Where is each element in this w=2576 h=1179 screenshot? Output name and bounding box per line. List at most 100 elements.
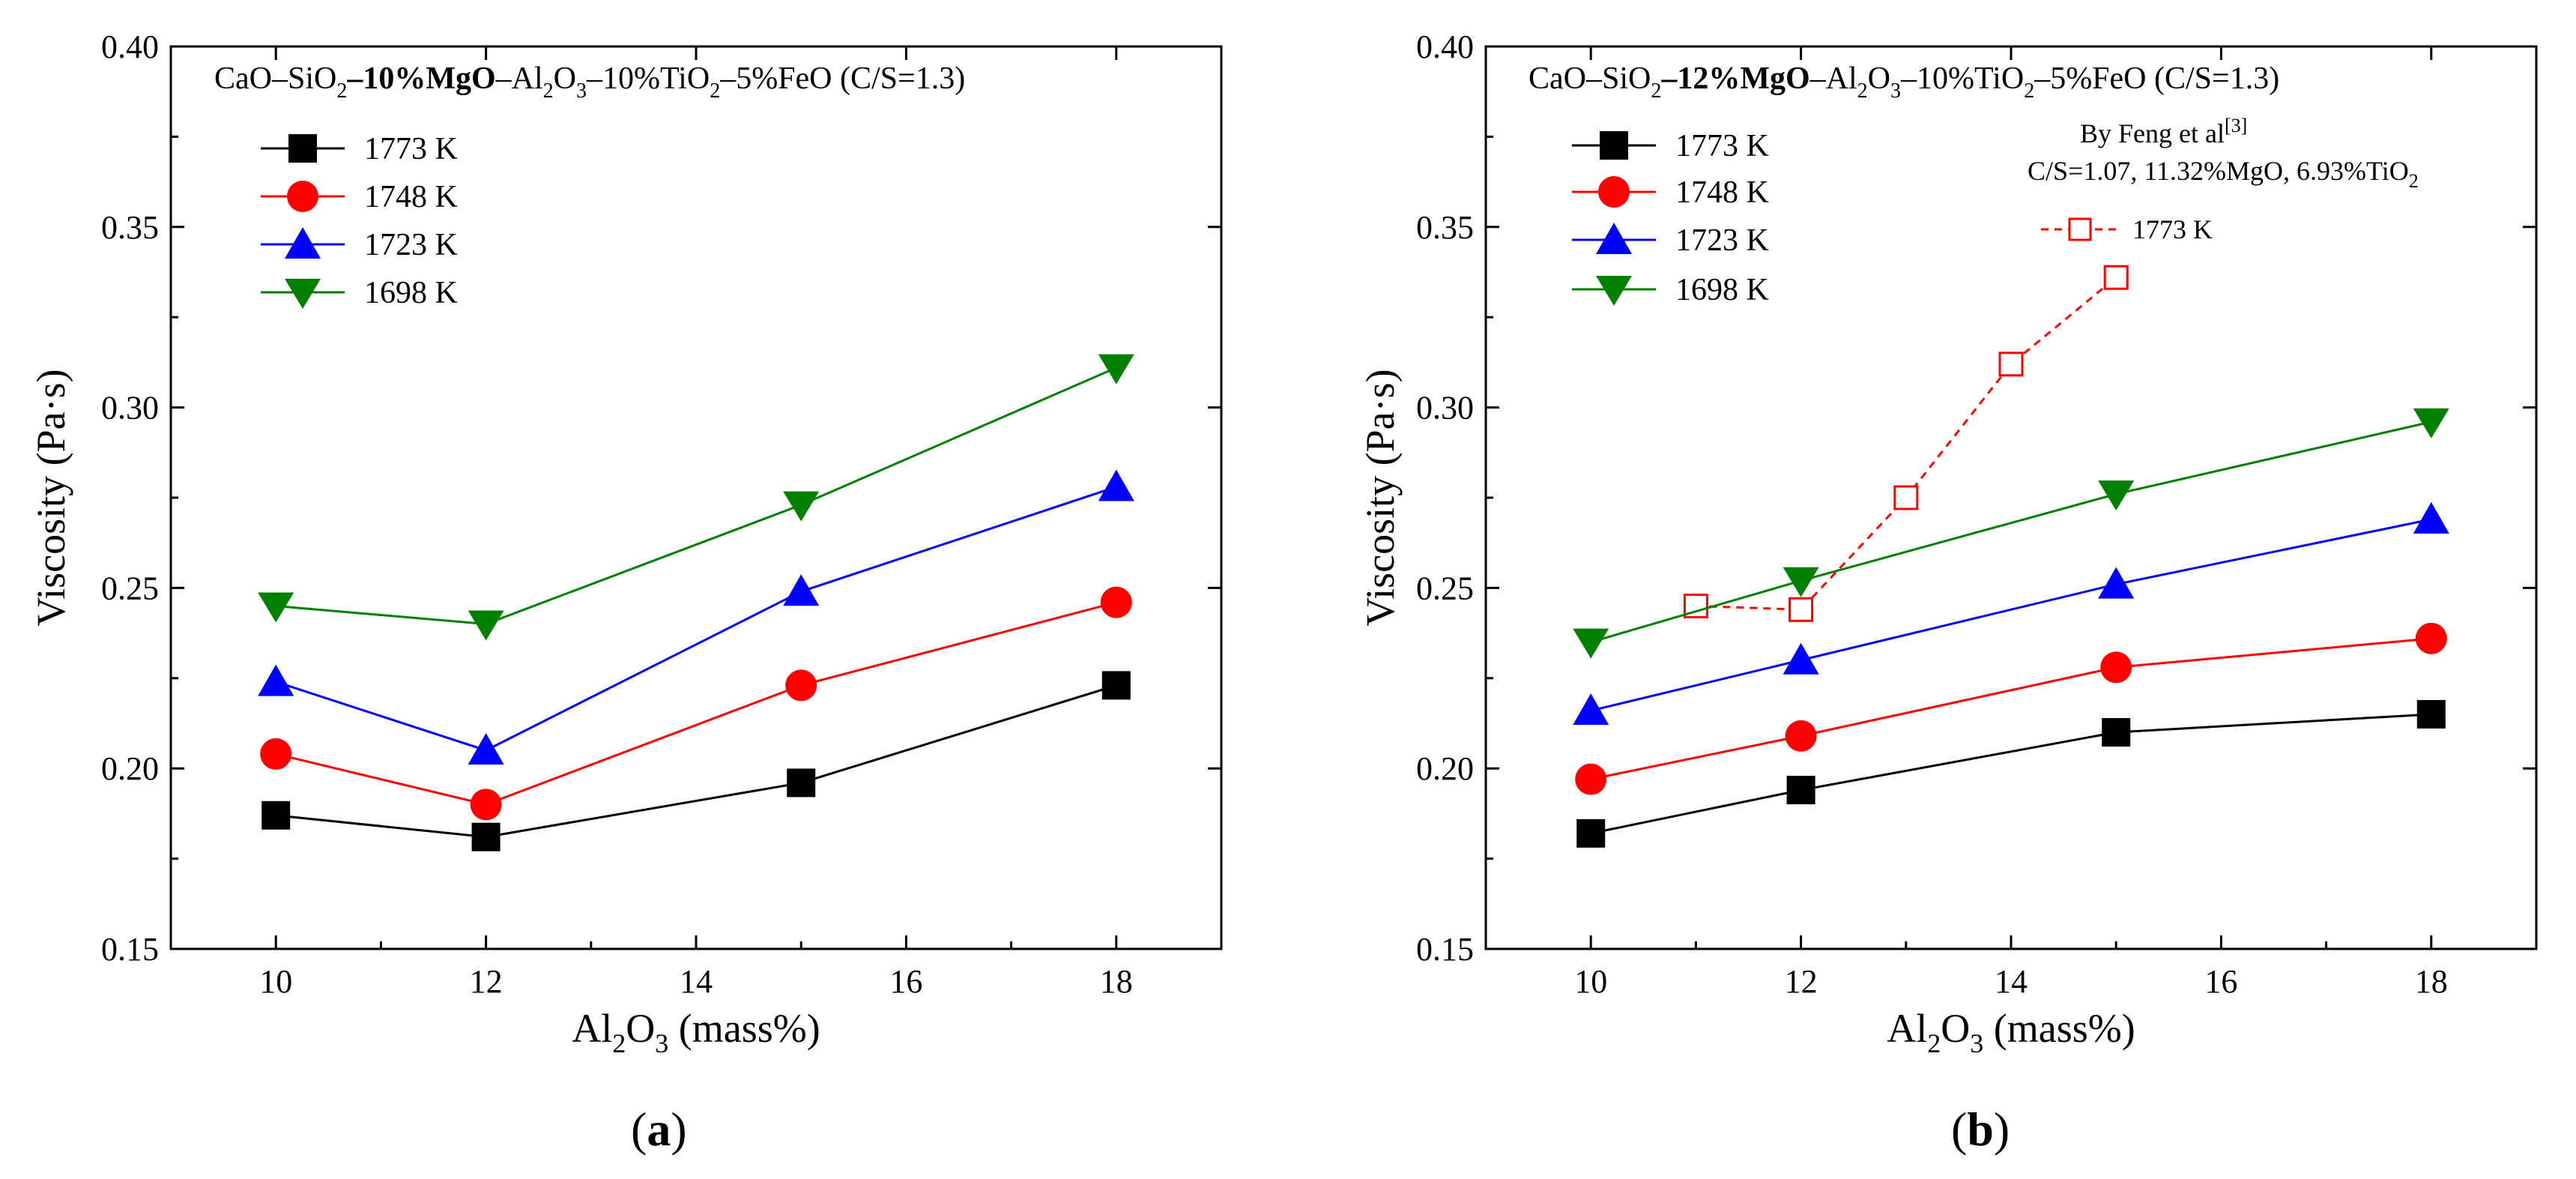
y-tick-label: 0.20 — [101, 750, 159, 787]
legend-item-1773: 1773 K — [261, 132, 458, 166]
reference-title: By Feng et al[3] — [2080, 115, 2247, 148]
panel-a: 0.15 0.20 0.25 0.30 0.35 0.40 10 12 14 16 18 CaO–… — [28, 28, 1223, 1156]
legend-item-1748: 1748 K — [1572, 175, 1769, 210]
legend-label: 1748 K — [1675, 175, 1769, 210]
legend-item-1723: 1723 K — [261, 227, 458, 262]
series-line-1723-k — [1590, 518, 2432, 712]
series-layer — [258, 354, 1134, 851]
legend-marker-square — [288, 134, 317, 163]
legend-marker-triangle-up — [1596, 223, 1632, 254]
data-point — [1098, 354, 1134, 385]
data-point — [785, 669, 817, 702]
x-tick-label: 10 — [1574, 963, 1607, 1000]
data-point — [1573, 628, 1609, 659]
reference-data-point — [1893, 485, 1919, 510]
y-tick-label: 0.25 — [101, 570, 159, 606]
data-point — [1573, 693, 1609, 726]
legend-marker-triangle-down — [285, 279, 321, 309]
legend-label: 1723 K — [1675, 223, 1769, 258]
x-tick-labels: 10 12 14 16 18 — [1574, 963, 2448, 1000]
data-point — [471, 822, 501, 851]
y-axis-title: Viscosity (Pa·s) — [1358, 369, 1403, 626]
data-point — [2102, 718, 2131, 747]
reference-data-point — [1789, 597, 1814, 622]
x-axis-title: Al2O3 (mass%) — [1887, 1006, 2135, 1058]
legend-item-1698: 1698 K — [1572, 273, 1769, 307]
y-tick-labels: 0.15 0.20 0.25 0.30 0.35 0.40 — [1416, 28, 1474, 968]
legend-label: 1773 K — [364, 132, 458, 166]
panel-letter-a: (a) — [631, 1103, 687, 1156]
data-point — [470, 788, 502, 821]
data-point — [1098, 469, 1134, 501]
axis-ticks — [169, 45, 1223, 950]
legend-label: 1773 K — [1675, 129, 1769, 163]
y-tick-label: 0.35 — [101, 209, 159, 246]
y-tick-label: 0.20 — [1416, 750, 1474, 787]
panel-b: 0.15 0.20 0.25 0.30 0.35 0.40 10 12 14 16 18 CaO–… — [1358, 28, 2538, 1156]
x-tick-label: 14 — [680, 963, 713, 1000]
legend-item-1773: 1773 K — [1572, 129, 1769, 163]
axis-ticks — [1484, 45, 2538, 950]
y-tick-label: 0.30 — [1416, 390, 1474, 426]
legend-item-1723: 1723 K — [1572, 223, 1769, 258]
y-tick-label: 0.25 — [1416, 570, 1474, 606]
legend-label: 1748 K — [364, 180, 458, 214]
x-tick-labels: 10 12 14 16 18 — [259, 963, 1133, 1000]
y-tick-label: 0.15 — [101, 931, 159, 968]
data-point — [2413, 408, 2449, 438]
data-point — [2413, 501, 2449, 534]
legend-marker-triangle-down — [1596, 276, 1632, 306]
x-tick-label: 12 — [1785, 963, 1818, 1000]
reference-legend-item: 1773 K — [2041, 214, 2213, 244]
reference-data-point — [1998, 352, 2024, 377]
plot-frame — [169, 45, 1223, 950]
legend: 1773 K 1748 K 1723 K 1698 K — [261, 132, 458, 310]
x-tick-label: 10 — [259, 963, 292, 1000]
data-point — [1576, 818, 1606, 848]
data-point — [2416, 699, 2446, 729]
data-point — [1786, 776, 1815, 805]
legend-label: 1723 K — [364, 228, 458, 262]
y-tick-label: 0.40 — [1416, 28, 1474, 65]
data-point — [1100, 586, 1132, 618]
series-line-1773-k — [1590, 713, 2431, 835]
x-tick-label: 16 — [889, 963, 922, 1000]
legend-item-1698: 1698 K — [261, 276, 458, 310]
y-tick-label: 0.30 — [101, 390, 159, 426]
chart-title: CaO–SiO2–10%MgO–Al2O3–10%TiO2–5%FeO (C/S… — [214, 61, 965, 103]
x-tick-label: 14 — [1995, 963, 2028, 1000]
legend-label: 1698 K — [364, 276, 458, 310]
data-point — [787, 768, 816, 797]
data-point — [1101, 671, 1131, 700]
x-tick-label: 18 — [1100, 963, 1133, 1000]
legend-marker-triangle-up — [285, 227, 321, 259]
series-line-1748-k — [1590, 637, 2431, 781]
legend: 1773 K 1748 K 1723 K 1698 K — [1572, 129, 1769, 307]
y-tick-label: 0.35 — [1416, 209, 1474, 246]
legend-marker-square — [1600, 131, 1628, 160]
data-point — [1575, 763, 1607, 795]
data-point — [258, 592, 294, 623]
series-line-1723-k — [275, 486, 1117, 752]
reference-subtitle: C/S=1.07, 11.32%MgO, 6.93%TiO2 — [2028, 156, 2419, 192]
data-point — [1785, 720, 1817, 752]
x-tick-label: 16 — [2204, 963, 2237, 1000]
data-point — [2415, 622, 2447, 654]
reference-annotation: By Feng et al[3] C/S=1.07, 11.32%MgO, 6.… — [2028, 115, 2419, 244]
series-line-1748-k — [275, 601, 1117, 806]
legend-label: 1698 K — [1675, 273, 1769, 307]
y-tick-label: 0.15 — [1416, 931, 1474, 968]
series-line-1698-k — [1590, 420, 2432, 644]
reference-data-point — [2103, 265, 2129, 290]
data-point — [260, 738, 292, 770]
data-point — [2098, 567, 2135, 599]
data-point — [261, 800, 291, 830]
panel-letter-b: (b) — [1951, 1103, 2010, 1156]
x-tick-label: 18 — [2415, 963, 2448, 1000]
legend-marker-circle — [1598, 176, 1630, 208]
y-tick-label: 0.40 — [101, 28, 159, 65]
data-point — [468, 610, 504, 641]
y-tick-labels: 0.15 0.20 0.25 0.30 0.35 0.40 — [101, 28, 159, 968]
x-axis-title: Al2O3 (mass%) — [572, 1006, 820, 1058]
